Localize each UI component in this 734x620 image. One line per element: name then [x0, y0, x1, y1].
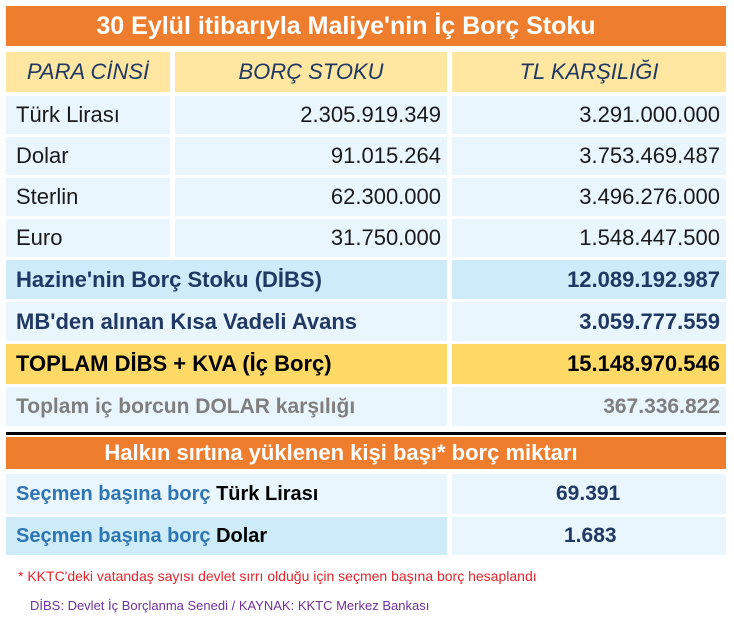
column-header-row: PARA CİNSİ BORÇ STOKU TL KARŞILIĞI [6, 52, 726, 92]
summary-label: Hazine'nin Borç Stoku (DİBS) [6, 260, 447, 299]
footnote: * KKTC'deki vatandaş sayısı devlet sırrı… [18, 568, 537, 584]
source-note: DİBS: Devlet İç Borçlanma Senedi / KAYNA… [30, 598, 430, 613]
table-row: Euro 31.750.000 1.548.447.500 [6, 219, 726, 257]
currency-name: Euro [6, 219, 170, 257]
table-row: Sterlin 62.300.000 3.496.276.000 [6, 178, 726, 216]
currency-name: Sterlin [6, 178, 170, 216]
summary-label: TOPLAM DİBS + KVA (İç Borç) [6, 344, 447, 384]
table-title-bar: 30 Eylül itibarıyla Maliye'nin İç Borç S… [6, 6, 726, 46]
tl-value: 3.753.469.487 [452, 137, 726, 175]
header-stock: BORÇ STOKU [175, 52, 447, 92]
section-divider [6, 432, 726, 435]
currency-name: Türk Lirası [6, 96, 170, 134]
stock-value: 2.305.919.349 [175, 96, 447, 134]
table-row: Türk Lirası 2.305.919.349 3.291.000.000 [6, 96, 726, 134]
header-currency: PARA CİNSİ [6, 52, 170, 92]
per-person-row: Seçmen başına borç Türk Lirası 69.391 [6, 474, 726, 514]
summary-value: 15.148.970.546 [452, 344, 726, 384]
summary-label: MB'den alınan Kısa Vadeli Avans [6, 302, 447, 341]
summary-row-dollar: Toplam iç borcun DOLAR karşılığı 367.336… [6, 387, 726, 426]
per-person-prefix: Seçmen başına borç [16, 524, 211, 547]
per-person-label: Seçmen başına borç Dolar [6, 517, 447, 555]
per-person-prefix: Seçmen başına borç [16, 482, 211, 505]
per-person-row: Seçmen başına borç Dolar 1.683 [6, 517, 726, 555]
per-person-value: 69.391 [452, 474, 726, 514]
table-row: Dolar 91.015.264 3.753.469.487 [6, 137, 726, 175]
per-person-title-bar: Halkın sırtına yüklenen kişi başı* borç … [6, 437, 726, 469]
summary-value: 367.336.822 [452, 387, 726, 426]
tl-value: 1.548.447.500 [452, 219, 726, 257]
summary-label: Toplam iç borcun DOLAR karşılığı [6, 387, 447, 426]
currency-name: Dolar [6, 137, 170, 175]
summary-row-total: TOPLAM DİBS + KVA (İç Borç) 15.148.970.5… [6, 344, 726, 384]
per-person-value: 1.683 [452, 517, 726, 555]
tl-value: 3.291.000.000 [452, 96, 726, 134]
summary-value: 3.059.777.559 [452, 302, 726, 341]
tl-value: 3.496.276.000 [452, 178, 726, 216]
per-person-unit: Dolar [216, 524, 268, 547]
table-title: 30 Eylül itibarıyla Maliye'nin İç Borç S… [6, 6, 726, 46]
stock-value: 91.015.264 [175, 137, 447, 175]
summary-row-dibs: Hazine'nin Borç Stoku (DİBS) 12.089.192.… [6, 260, 726, 299]
stock-value: 62.300.000 [175, 178, 447, 216]
stock-value: 31.750.000 [175, 219, 447, 257]
per-person-label: Seçmen başına borç Türk Lirası [6, 474, 447, 514]
summary-row-kva: MB'den alınan Kısa Vadeli Avans 3.059.77… [6, 302, 726, 341]
header-tl: TL KARŞILIĞI [452, 52, 726, 92]
summary-value: 12.089.192.987 [452, 260, 726, 299]
per-person-unit: Türk Lirası [216, 482, 319, 505]
per-person-title: Halkın sırtına yüklenen kişi başı* borç … [6, 437, 726, 469]
